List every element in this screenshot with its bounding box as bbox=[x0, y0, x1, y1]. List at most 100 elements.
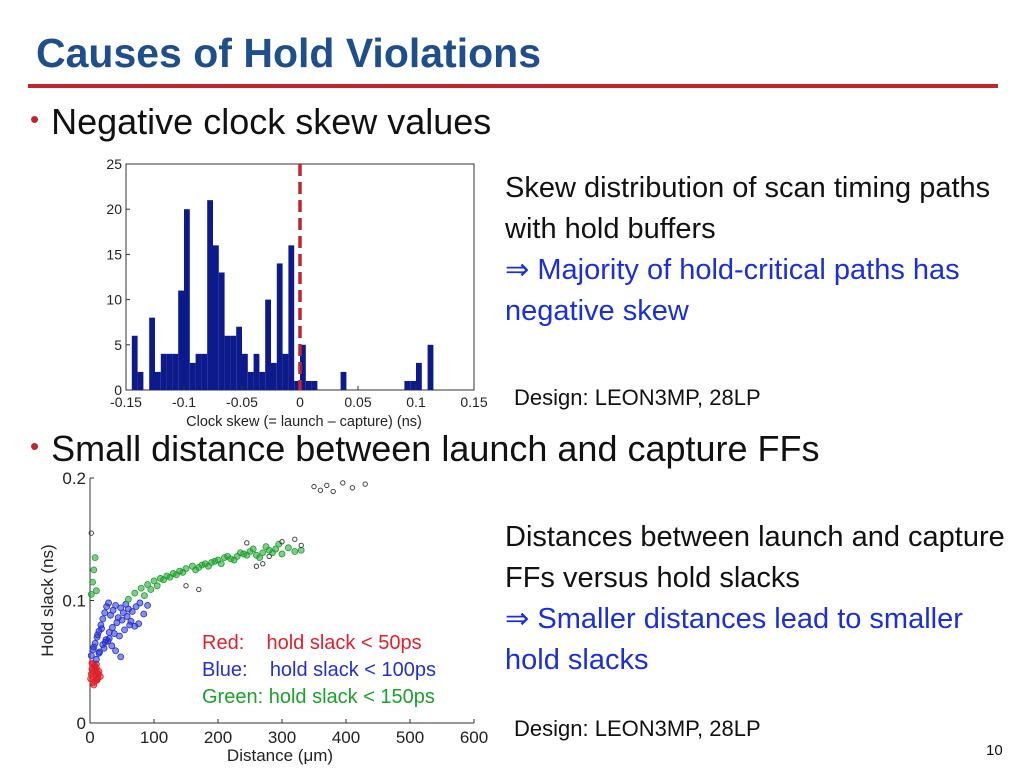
histogram-description: Skew distribution of scan timing paths w… bbox=[505, 168, 1005, 332]
histogram-bar bbox=[213, 245, 219, 390]
scatter-point bbox=[284, 544, 292, 552]
scatter-point bbox=[291, 548, 299, 555]
histogram-bar bbox=[416, 362, 422, 390]
scatter-point bbox=[330, 488, 336, 495]
design-note: Design: LEON3MP, 28LP bbox=[514, 385, 761, 410]
scatter-point bbox=[317, 487, 324, 493]
histogram-bar bbox=[178, 290, 184, 390]
histogram-bar bbox=[195, 353, 202, 390]
scatter-point bbox=[90, 643, 98, 651]
arrow-icon: ⇒ bbox=[505, 254, 530, 286]
scatter-point bbox=[279, 539, 285, 545]
scatter-point bbox=[108, 642, 116, 650]
scatter-point bbox=[98, 625, 105, 633]
scatter-point bbox=[105, 599, 112, 607]
x-tick-label: 600 bbox=[460, 728, 488, 747]
histogram-bar bbox=[184, 209, 190, 390]
scatter-point bbox=[217, 560, 225, 568]
scatter-point bbox=[112, 647, 119, 655]
y-tick-label: 10 bbox=[106, 292, 122, 308]
histogram-bar bbox=[172, 353, 179, 390]
scatter-point bbox=[297, 546, 305, 554]
scatter-point bbox=[340, 480, 346, 486]
scatter-point bbox=[121, 626, 128, 634]
scatter-point bbox=[160, 576, 168, 584]
scatter-point bbox=[243, 551, 251, 559]
scatter-point bbox=[96, 673, 104, 680]
histogram-bar bbox=[305, 380, 312, 390]
scatter-point bbox=[204, 562, 212, 570]
x-tick-label: 200 bbox=[204, 728, 232, 747]
scatter-point bbox=[100, 644, 108, 652]
histogram-bar bbox=[410, 380, 416, 390]
histogram-bar bbox=[288, 245, 295, 390]
x-tick-label: 0 bbox=[296, 394, 304, 410]
scatter-point bbox=[101, 609, 109, 617]
arrow-icon: ⇒ bbox=[505, 603, 530, 635]
bullet-text: Small distance between launch and captur… bbox=[51, 428, 820, 469]
bullet-dot-icon: • bbox=[30, 104, 40, 134]
scatter-point bbox=[298, 542, 304, 549]
histogram-bar bbox=[189, 362, 196, 390]
scatter-point bbox=[266, 553, 272, 560]
scatter-point bbox=[311, 483, 317, 490]
scatter-point bbox=[118, 616, 126, 624]
scatter-point bbox=[349, 485, 356, 491]
histogram-bar bbox=[404, 380, 411, 390]
histogram-bar bbox=[282, 353, 289, 390]
y-tick-label: 20 bbox=[106, 201, 122, 217]
histogram-bar bbox=[201, 353, 208, 390]
scatter-point bbox=[144, 602, 152, 609]
histogram-bar bbox=[265, 299, 271, 390]
x-tick-label: 300 bbox=[268, 728, 296, 747]
scatter-description: Distances between launch and capture FFs… bbox=[505, 517, 1005, 681]
x-tick-label: 100 bbox=[140, 728, 168, 747]
histogram-bar bbox=[247, 371, 254, 390]
y-tick-label: 25 bbox=[106, 156, 122, 172]
histogram-bar bbox=[427, 344, 434, 390]
scatter-point bbox=[90, 681, 98, 689]
y-tick-label: 0 bbox=[77, 714, 86, 733]
x-tick-label: -0.05 bbox=[226, 394, 258, 410]
scatter-point bbox=[256, 554, 264, 562]
scatter-point bbox=[117, 653, 125, 661]
scatter-point bbox=[224, 553, 232, 560]
design-note: Design: LEON3MP, 28LP bbox=[514, 716, 761, 741]
scatter-point bbox=[268, 549, 276, 557]
scatter-point bbox=[147, 586, 155, 593]
y-axis-label: Hold slack (ns) bbox=[38, 544, 57, 656]
scatter-point bbox=[88, 530, 94, 536]
scatter-point bbox=[128, 608, 136, 615]
y-tick-label: 5 bbox=[114, 337, 122, 353]
scatter-point bbox=[140, 592, 148, 599]
x-tick-label: 400 bbox=[332, 728, 360, 747]
scatter-point bbox=[123, 613, 131, 620]
scatter-point bbox=[260, 561, 266, 567]
histogram-bar bbox=[294, 380, 300, 390]
scatter-point bbox=[137, 584, 145, 592]
description-text: Distances between launch and capture FFs… bbox=[505, 521, 1005, 594]
scatter-point bbox=[249, 545, 257, 553]
x-tick-label: -0.1 bbox=[172, 394, 196, 410]
histogram-bar bbox=[340, 371, 347, 390]
scatter-point bbox=[230, 556, 238, 564]
histogram-bar bbox=[218, 272, 225, 390]
x-tick-label: 0 bbox=[85, 728, 94, 747]
scatter-point bbox=[262, 543, 270, 550]
y-tick-label: 0.2 bbox=[62, 469, 86, 488]
scatter-point bbox=[324, 482, 330, 488]
scatter-point bbox=[244, 540, 250, 546]
title-divider bbox=[28, 84, 998, 88]
bullet-small-distance: • Small distance between launch and captu… bbox=[30, 428, 820, 470]
scatter-point bbox=[198, 561, 206, 569]
x-tick-label: -0.15 bbox=[110, 394, 142, 410]
histogram-bar bbox=[155, 371, 161, 390]
scatter-point bbox=[278, 550, 286, 558]
scatter-point bbox=[253, 563, 260, 569]
description-text: Skew distribution of scan timing paths w… bbox=[505, 172, 991, 245]
histogram-bar bbox=[311, 380, 318, 390]
scatter-point bbox=[196, 586, 202, 593]
histogram-bar bbox=[149, 317, 155, 390]
